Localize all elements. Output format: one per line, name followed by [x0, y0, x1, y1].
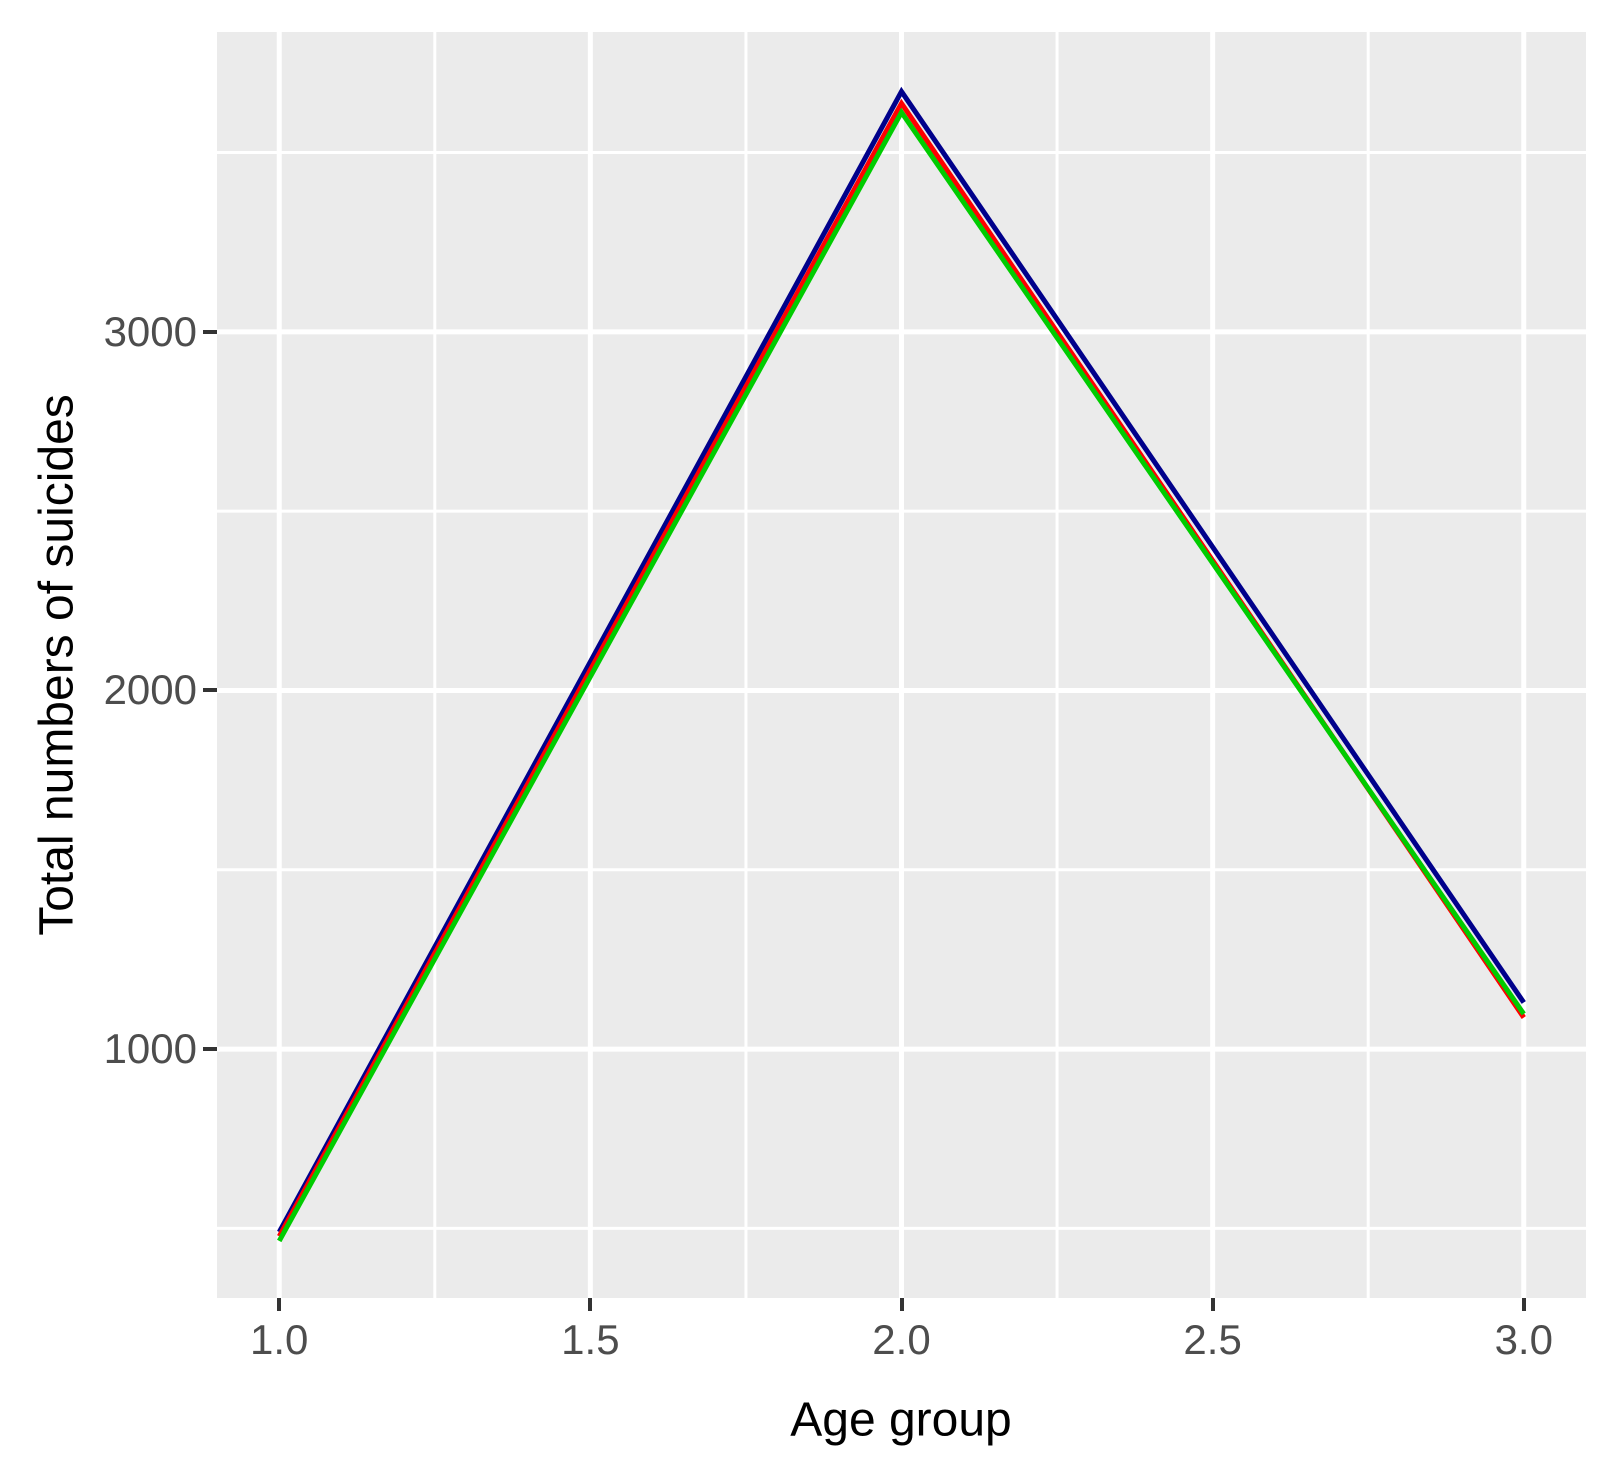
y-axis-tick-mark — [203, 329, 217, 334]
x-axis-tick-mark — [1521, 1298, 1526, 1311]
x-axis-tick-label: 2.0 — [872, 1316, 931, 1363]
x-axis-tick-mark — [588, 1298, 593, 1311]
y-axis-tick-label: 3000 — [103, 307, 197, 355]
plot-panel — [217, 32, 1586, 1298]
x-axis-tick-label: 1.0 — [250, 1316, 309, 1363]
x-axis-tick-label: 1.5 — [561, 1316, 620, 1363]
y-axis-title: Total numbers of suicides — [30, 394, 84, 936]
line-series-green — [277, 107, 1526, 1243]
x-axis-tick-mark — [899, 1298, 904, 1311]
y-axis-tick-mark — [203, 1047, 217, 1052]
plot-canvas — [217, 32, 1586, 1298]
x-axis-tick-label: 3.0 — [1494, 1316, 1553, 1363]
x-axis-title: Age group — [790, 1393, 1012, 1447]
x-axis-tick-mark — [277, 1298, 282, 1311]
x-axis-tick-mark — [1210, 1298, 1215, 1311]
y-axis-tick-label: 2000 — [103, 666, 197, 714]
x-axis-tick-label: 2.5 — [1183, 1316, 1242, 1363]
y-axis-tick-mark — [203, 688, 217, 693]
line-series-blue — [277, 86, 1526, 1234]
y-axis-tick-label: 1000 — [103, 1025, 197, 1073]
